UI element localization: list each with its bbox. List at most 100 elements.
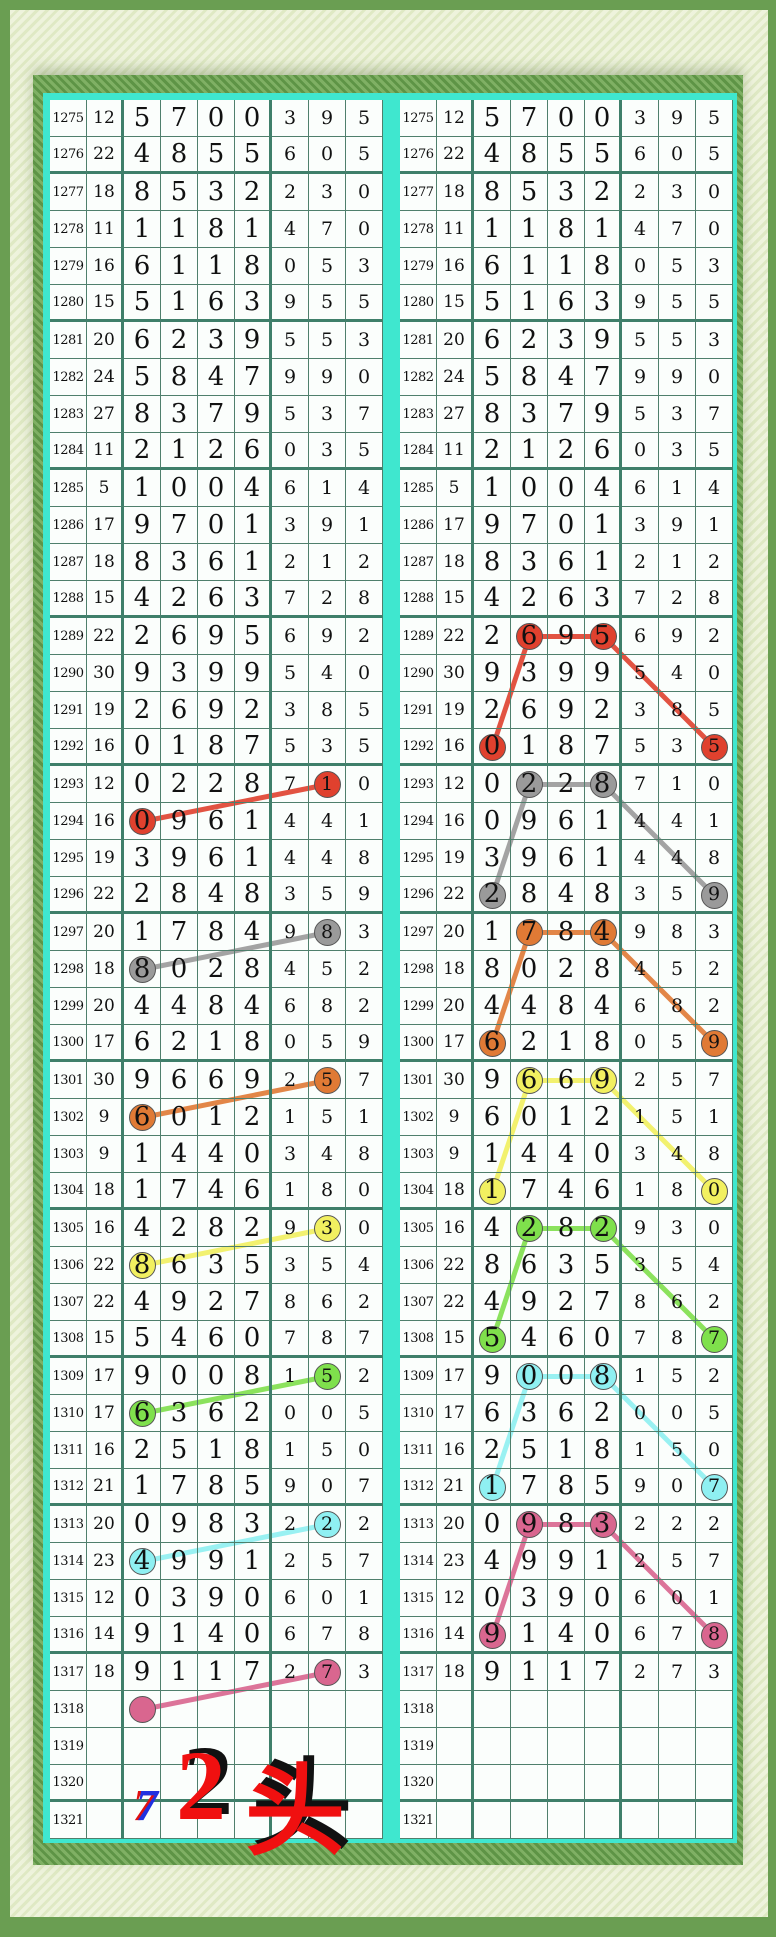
highlight-circle bbox=[590, 1215, 617, 1242]
left-d4-cell: 6 bbox=[235, 1173, 272, 1210]
left-d1-cell: 2 bbox=[124, 692, 161, 729]
right-sum-cell: 22 bbox=[437, 877, 474, 914]
trend-line bbox=[490, 783, 532, 897]
left-d3-cell: 2 bbox=[198, 1284, 235, 1321]
right-sum-cell: 5 bbox=[437, 470, 474, 507]
left-issue-cell: 1302 bbox=[50, 1099, 87, 1136]
trend-line bbox=[142, 930, 328, 972]
left-d3-cell: 9 bbox=[198, 618, 235, 655]
right-d6-cell: 9 bbox=[659, 359, 696, 396]
right-d7-cell: 0 bbox=[696, 211, 733, 248]
right-d1-cell: 5 bbox=[474, 359, 511, 396]
left-d7-cell: 5 bbox=[346, 137, 383, 174]
right-d3-cell: 9 bbox=[548, 618, 585, 655]
left-d4-cell: 8 bbox=[235, 877, 272, 914]
left-d6-cell: 8 bbox=[309, 914, 346, 951]
left-issue-cell: 1278 bbox=[50, 211, 87, 248]
left-d5-cell: 6 bbox=[272, 470, 309, 507]
right-d2-cell: 8 bbox=[511, 137, 548, 174]
left-sum-cell: 12 bbox=[87, 100, 124, 137]
left-sum-cell: 22 bbox=[87, 137, 124, 174]
right-d3-cell: 4 bbox=[548, 877, 585, 914]
right-d6-cell: 5 bbox=[659, 1358, 696, 1395]
left-issue-cell: 1311 bbox=[50, 1432, 87, 1469]
left-d3-cell bbox=[198, 1765, 235, 1802]
highlight-circle bbox=[701, 1178, 728, 1205]
left-d5-cell: 5 bbox=[272, 396, 309, 433]
right-sum-cell: 18 bbox=[437, 951, 474, 988]
left-d7-cell: 4 bbox=[346, 1247, 383, 1284]
left-d5-cell: 9 bbox=[272, 1469, 309, 1506]
right-d2-cell: 9 bbox=[511, 1506, 548, 1543]
right-d2-cell: 0 bbox=[511, 951, 548, 988]
left-d2-cell: 9 bbox=[161, 1284, 198, 1321]
highlight-circle bbox=[516, 623, 543, 650]
highlight-circle bbox=[479, 882, 506, 909]
left-d3-cell: 6 bbox=[198, 803, 235, 840]
left-d5-cell bbox=[272, 1728, 309, 1765]
left-d5-cell: 2 bbox=[272, 1543, 309, 1580]
right-issue-cell: 1297 bbox=[400, 914, 437, 951]
right-d5-cell: 3 bbox=[622, 877, 659, 914]
trend-line bbox=[601, 1078, 717, 1194]
right-issue-cell: 1306 bbox=[400, 1247, 437, 1284]
highlight-circle bbox=[590, 1067, 617, 1094]
right-d7-cell: 5 bbox=[696, 692, 733, 729]
right-d4-cell: 4 bbox=[585, 988, 622, 1025]
right-issue-cell: 1313 bbox=[400, 1506, 437, 1543]
right-sum-cell: 24 bbox=[437, 359, 474, 396]
left-d6-cell: 5 bbox=[309, 285, 346, 322]
right-issue-cell: 1302 bbox=[400, 1099, 437, 1136]
left-d3-cell: 1 bbox=[198, 248, 235, 285]
right-d2-cell: 3 bbox=[511, 396, 548, 433]
right-issue-cell: 1317 bbox=[400, 1654, 437, 1691]
right-d3-cell: 5 bbox=[548, 137, 585, 174]
highlight-circle bbox=[479, 1474, 506, 1501]
right-d1-cell: 0 bbox=[474, 766, 511, 803]
right-d7-cell: 7 bbox=[696, 1321, 733, 1358]
left-issue-cell: 1320 bbox=[50, 1765, 87, 1802]
right-d1-cell: 1 bbox=[474, 1469, 511, 1506]
left-d2-cell: 1 bbox=[161, 248, 198, 285]
left-d1-cell: 6 bbox=[124, 322, 161, 359]
left-sum-cell: 5 bbox=[87, 470, 124, 507]
left-d6-cell: 0 bbox=[309, 137, 346, 174]
left-d6-cell: 5 bbox=[309, 1543, 346, 1580]
right-d6-cell: 3 bbox=[659, 396, 696, 433]
left-issue-cell: 1279 bbox=[50, 248, 87, 285]
right-d6-cell: 7 bbox=[659, 211, 696, 248]
left-d7-cell: 7 bbox=[346, 1469, 383, 1506]
right-d1-cell: 4 bbox=[474, 581, 511, 618]
right-d7-cell: 0 bbox=[696, 1432, 733, 1469]
right-d7-cell: 1 bbox=[696, 1580, 733, 1617]
right-d1-cell: 5 bbox=[474, 100, 511, 137]
right-d2-cell: 7 bbox=[511, 100, 548, 137]
right-d3-cell: 3 bbox=[548, 174, 585, 211]
right-d3-cell: 6 bbox=[548, 1395, 585, 1432]
right-d5-cell: 1 bbox=[622, 1432, 659, 1469]
right-issue-cell: 1292 bbox=[400, 729, 437, 766]
right-d5-cell: 7 bbox=[622, 1321, 659, 1358]
left-d3-cell: 9 bbox=[198, 655, 235, 692]
right-d1-cell: 5 bbox=[474, 1321, 511, 1358]
right-sum-cell: 17 bbox=[437, 1395, 474, 1432]
right-d4-cell: 8 bbox=[585, 1025, 622, 1062]
right-issue-cell: 1285 bbox=[400, 470, 437, 507]
right-d4-cell: 1 bbox=[585, 544, 622, 581]
right-d5-cell bbox=[622, 1728, 659, 1765]
left-d5-cell: 2 bbox=[272, 544, 309, 581]
left-d6-cell: 7 bbox=[309, 211, 346, 248]
right-d2-cell bbox=[511, 1802, 548, 1839]
left-sum-cell: 22 bbox=[87, 1284, 124, 1321]
left-d2-cell: 6 bbox=[161, 1247, 198, 1284]
left-d7-cell: 0 bbox=[346, 1210, 383, 1247]
right-d5-cell: 4 bbox=[622, 803, 659, 840]
right-d7-cell: 5 bbox=[696, 729, 733, 766]
left-d6-cell: 1 bbox=[309, 544, 346, 581]
left-d6-cell: 8 bbox=[309, 692, 346, 729]
left-d7-cell: 2 bbox=[346, 1284, 383, 1321]
left-d5-cell: 0 bbox=[272, 1025, 309, 1062]
right-d2-cell: 5 bbox=[511, 1432, 548, 1469]
left-d7-cell: 5 bbox=[346, 100, 383, 137]
left-d7-cell: 0 bbox=[346, 211, 383, 248]
